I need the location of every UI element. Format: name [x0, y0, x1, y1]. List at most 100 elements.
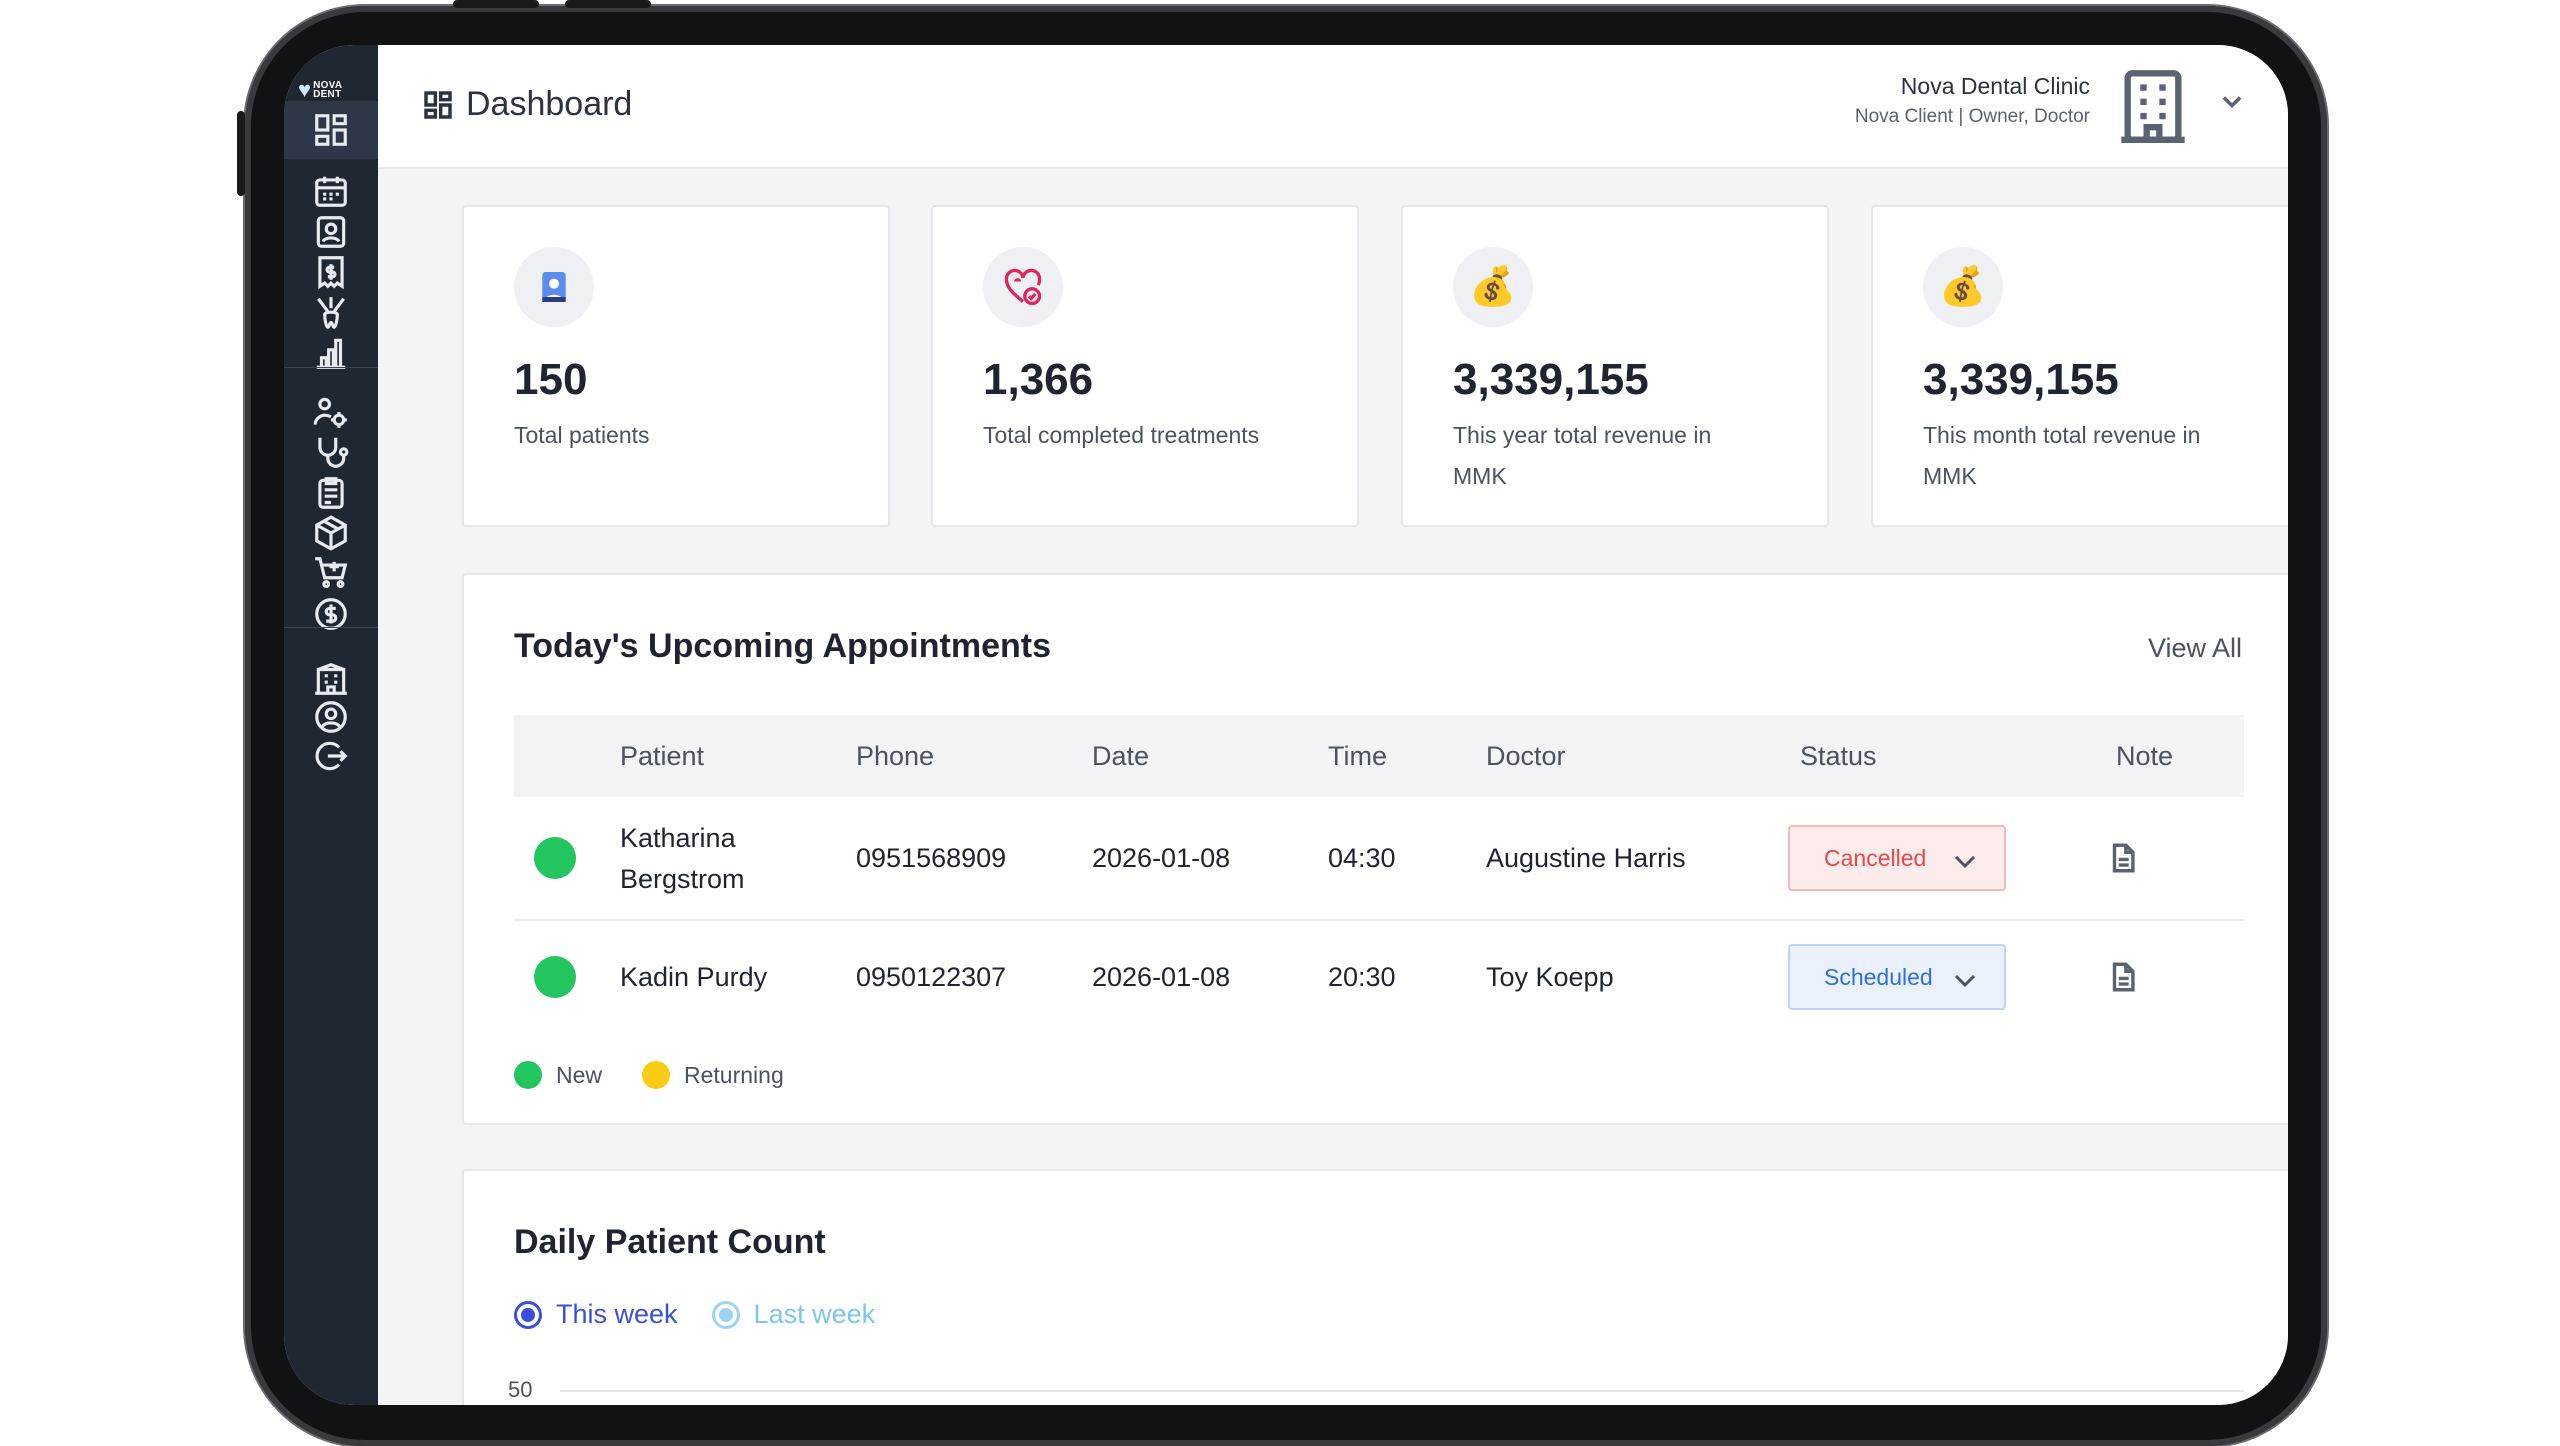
stat-value: 150	[514, 355, 588, 404]
device-button	[453, 0, 539, 8]
new-patient-dot	[534, 956, 576, 998]
daily-patient-count-panel: Daily Patient Count This week Last week …	[462, 1169, 2288, 1405]
chevron-down-icon	[1954, 855, 1976, 869]
invoice-icon	[318, 256, 344, 290]
users-settings-icon	[313, 397, 347, 428]
logout-icon	[315, 741, 348, 771]
money-bag-icon: 💰	[1923, 247, 2003, 327]
column-header[interactable]: Status	[1800, 741, 1877, 771]
legend-item-new: New	[514, 1061, 602, 1089]
radio-last-week[interactable]: Last week	[711, 1299, 876, 1330]
appointment-time: 04:30	[1328, 843, 1396, 873]
table-row[interactable]: Katharina Bergstrom 0951568909 2026-01-0…	[514, 797, 2244, 921]
dashboard-icon	[315, 114, 347, 146]
sidebar-item-doctors[interactable]	[284, 423, 378, 481]
app-logo[interactable]: ♥ NOVA DENT	[298, 75, 364, 105]
note-icon[interactable]	[2106, 960, 2140, 994]
radio-label: This week	[556, 1299, 678, 1329]
appointment-date: 2026-01-08	[1092, 962, 1231, 992]
cart-icon	[315, 557, 348, 589]
patient-name[interactable]: Kadin Purdy	[620, 962, 768, 992]
sidebar-item-dashboard[interactable]	[284, 101, 378, 159]
clinic-info[interactable]: Nova Dental Clinic Nova Client | Owner, …	[1855, 73, 2090, 128]
sidebar-item-inventory[interactable]	[284, 504, 378, 562]
legend-label: New	[556, 1061, 603, 1088]
clipboard-icon	[318, 477, 344, 509]
clinic-building-icon[interactable]	[2118, 67, 2188, 143]
radio-this-week[interactable]: This week	[514, 1299, 678, 1330]
note-icon[interactable]	[2106, 841, 2140, 875]
chart-gridline	[560, 1390, 2244, 1392]
sidebar: ♥ NOVA DENT	[284, 45, 378, 1405]
radio-button[interactable]	[514, 1300, 542, 1329]
table-row[interactable]: Kadin Purdy 0950122307 2026-01-08 20:30 …	[514, 921, 2244, 1033]
sidebar-item-reports[interactable]	[284, 324, 378, 382]
logo-line1: NOVA	[313, 80, 343, 91]
dollar-circle-icon	[315, 598, 347, 630]
week-selector: This week Last week	[514, 1299, 875, 1330]
column-header[interactable]: Time	[1328, 741, 1387, 771]
radio-label: Last week	[753, 1299, 876, 1329]
page-title-text: Dashboard	[466, 85, 633, 123]
sidebar-item-records[interactable]	[284, 464, 378, 522]
stat-card-year-revenue: 💰 3,339,155 This year total revenue in M…	[1401, 205, 1829, 527]
y-axis-tick: 50	[508, 1377, 533, 1402]
patient-phone: 0951568909	[856, 843, 1007, 873]
sidebar-item-staff[interactable]	[284, 383, 378, 441]
sidebar-item-purchases[interactable]	[284, 544, 378, 602]
stat-card-month-revenue: 💰 3,339,155 This month total revenue in …	[1871, 205, 2288, 527]
building-icon	[315, 663, 347, 695]
stethoscope-icon	[318, 437, 349, 468]
stat-value: 3,339,155	[1453, 355, 1649, 404]
stat-label: Total patients	[514, 422, 650, 448]
patient-name[interactable]: Katharina Bergstrom	[620, 823, 745, 894]
sidebar-item-logout[interactable]	[284, 727, 378, 785]
clinic-name: Nova Dental Clinic	[1900, 73, 2090, 99]
status-dropdown[interactable]: Scheduled	[1788, 944, 2006, 1010]
view-all-link[interactable]: View All	[2147, 633, 2242, 663]
column-header[interactable]: Date	[1092, 741, 1150, 771]
device-button	[565, 0, 651, 8]
chevron-down-icon	[1954, 974, 1976, 988]
column-header[interactable]: Phone	[856, 741, 935, 771]
radio-button[interactable]	[711, 1300, 740, 1329]
legend-item-returning: Returning	[642, 1061, 784, 1089]
stat-card-completed-treatments: 1,366 Total completed treatments	[931, 205, 1359, 527]
new-patient-dot	[534, 837, 576, 879]
legend-dot	[642, 1061, 671, 1089]
column-header[interactable]: Doctor	[1486, 741, 1566, 771]
device-button	[237, 111, 245, 196]
column-header[interactable]: Note	[2116, 741, 2174, 771]
sidebar-item-profile[interactable]	[284, 688, 378, 746]
sidebar-item-payments[interactable]	[284, 585, 378, 643]
stat-value: 1,366	[983, 355, 1094, 404]
sidebar-item-calendar[interactable]	[284, 162, 378, 220]
page-title: Dashboard	[422, 85, 632, 124]
sidebar-divider	[284, 627, 378, 628]
stat-label: Total completed treatments	[983, 422, 1260, 448]
sidebar-divider	[284, 367, 378, 368]
box-icon	[315, 515, 347, 551]
status-dropdown[interactable]: Cancelled	[1788, 825, 2006, 891]
sidebar-item-patients[interactable]	[284, 203, 378, 261]
patient-phone: 0950122307	[856, 962, 1007, 992]
legend-dot	[514, 1061, 542, 1089]
table-header: Patient Phone Date Time Doctor Status No…	[514, 715, 2244, 797]
column-header[interactable]: Patient	[620, 741, 705, 771]
patient-card-icon	[316, 216, 346, 248]
stat-label: This month total revenue in MMK	[1923, 422, 2201, 489]
stat-card-total-patients: 150 Total patients	[462, 205, 890, 527]
sidebar-item-treatments[interactable]	[284, 284, 378, 342]
tablet-frame: ♥ NOVA DENT	[237, 0, 2327, 1446]
sidebar-item-invoices[interactable]	[284, 243, 378, 301]
panel-title: Today's Upcoming Appointments	[514, 627, 1051, 665]
upcoming-appointments-panel: Today's Upcoming Appointments View All P…	[462, 573, 2288, 1125]
calendar-icon	[315, 176, 347, 207]
money-bag-icon: 💰	[1453, 247, 1533, 327]
tooth-heart-icon	[983, 247, 1063, 327]
panel-title: Daily Patient Count	[514, 1223, 826, 1261]
legend-label: Returning	[684, 1061, 784, 1088]
sidebar-item-clinic[interactable]	[284, 650, 378, 708]
patient-type-legend: New Returning	[514, 1061, 824, 1089]
chevron-down-icon[interactable]	[2218, 87, 2246, 115]
